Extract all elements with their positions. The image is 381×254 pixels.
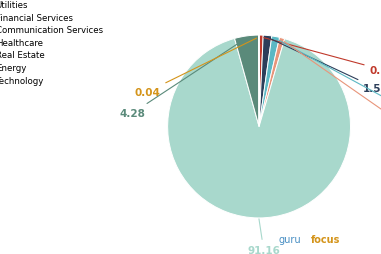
Text: 0.04: 0.04 xyxy=(134,39,256,97)
Text: guru: guru xyxy=(278,234,301,244)
Text: 0.72: 0.72 xyxy=(264,39,381,75)
Legend: Utilities, Financial Services, Communication Services, Healthcare, Real Estate, : Utilities, Financial Services, Communica… xyxy=(0,0,104,87)
Text: focus: focus xyxy=(311,234,340,244)
Text: 91.16: 91.16 xyxy=(247,219,280,254)
Text: 0.91: 0.91 xyxy=(284,42,381,128)
Wedge shape xyxy=(259,36,263,127)
Wedge shape xyxy=(235,36,259,127)
Wedge shape xyxy=(259,36,272,127)
Wedge shape xyxy=(168,39,351,218)
Wedge shape xyxy=(259,38,285,127)
Text: 1.37: 1.37 xyxy=(278,41,381,112)
Text: 1.51: 1.51 xyxy=(270,39,381,94)
Text: 4.28: 4.28 xyxy=(120,40,245,118)
Wedge shape xyxy=(259,37,280,127)
